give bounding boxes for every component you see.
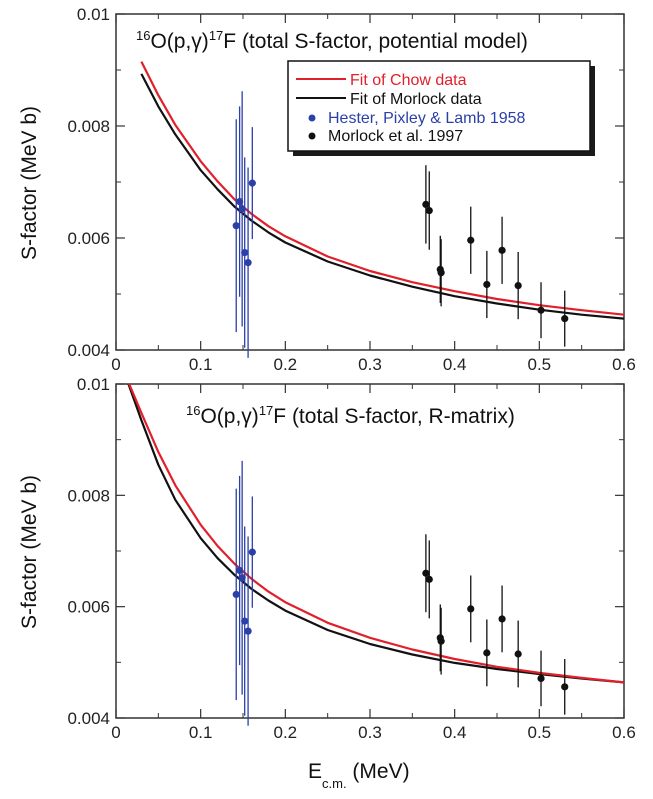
data-point-morlock-data bbox=[437, 637, 445, 645]
data-point-morlock-data bbox=[422, 569, 430, 577]
x-tick-label: 0.6 bbox=[612, 723, 636, 742]
data-point-morlock-data bbox=[537, 674, 545, 683]
data-point-hester-data bbox=[238, 205, 246, 213]
data-point-morlock-data bbox=[437, 269, 445, 277]
data-point-hester-data bbox=[244, 259, 252, 267]
series-line-chow-fit bbox=[127, 384, 624, 684]
series-line-morlock-fit bbox=[127, 384, 624, 684]
y-tick-label: 0.006 bbox=[67, 598, 110, 617]
data-point-morlock-data bbox=[498, 615, 506, 623]
x-tick-label: 0.1 bbox=[189, 355, 213, 374]
marks-bottom bbox=[127, 384, 624, 726]
data-point-morlock-data bbox=[467, 236, 475, 244]
y-axis-label-bottom: S-factor (MeV b) bbox=[18, 475, 41, 629]
y-tick-label: 0.008 bbox=[67, 486, 110, 505]
data-point-morlock-data bbox=[483, 649, 491, 657]
legend-label-morlock-fit: Fit of Morlock data bbox=[350, 91, 482, 108]
x-tick-label: 0 bbox=[111, 723, 120, 742]
data-point-hester-data bbox=[248, 548, 256, 556]
series-line-chow-fit bbox=[140, 61, 624, 316]
legend-label-morlock: Morlock et al. 1997 bbox=[328, 128, 463, 145]
x-tick-label: 0.3 bbox=[358, 723, 382, 742]
data-point-morlock-data bbox=[561, 315, 569, 323]
legend-label-chow-fit: Fit of Chow data bbox=[350, 72, 467, 89]
series-line-morlock-fit bbox=[140, 73, 624, 320]
data-point-morlock-data bbox=[514, 650, 522, 658]
legend-box bbox=[287, 60, 591, 152]
ticks-top: 0 0.1 0.2 0.3 0.4 0.5 0.6 0.004 0.006 0.008 0.01 bbox=[67, 5, 635, 374]
y-tick-label: 0.01 bbox=[77, 5, 110, 24]
ticks-bottom: 0 0.1 0.2 0.3 0.4 0.5 0.6 0.004 0.006 0.008 0.01 bbox=[67, 375, 635, 742]
data-point-hester-data bbox=[248, 179, 256, 187]
y-tick-label: 0.01 bbox=[77, 375, 110, 394]
data-point-hester-data bbox=[236, 566, 244, 575]
data-point-morlock-data bbox=[425, 206, 433, 215]
x-tick-label: 0.4 bbox=[443, 723, 467, 742]
y-tick-label: 0.004 bbox=[67, 709, 110, 728]
x-tick-label: 0.6 bbox=[612, 355, 636, 374]
data-point-hester-data bbox=[241, 248, 249, 257]
x-tick-label: 0 bbox=[111, 355, 120, 374]
y-tick-label: 0.006 bbox=[67, 229, 110, 248]
x-axis-label: Ec.m. (MeV) bbox=[308, 760, 410, 791]
plot-frame-bottom bbox=[115, 383, 625, 719]
marks-top bbox=[140, 61, 624, 358]
data-point-morlock-data bbox=[483, 280, 491, 289]
legend-marker-morlock bbox=[308, 132, 316, 140]
data-point-morlock-data bbox=[467, 605, 475, 613]
data-point-hester-data bbox=[232, 222, 240, 230]
x-tick-label: 0.5 bbox=[528, 723, 552, 742]
x-tick-label: 0.3 bbox=[358, 355, 382, 374]
data-point-hester-data bbox=[236, 198, 244, 206]
x-tick-label: 0.1 bbox=[189, 723, 213, 742]
data-point-hester-data bbox=[238, 574, 246, 582]
data-point-hester-data bbox=[241, 617, 249, 625]
data-point-morlock-data bbox=[425, 575, 433, 583]
y-tick-label: 0.008 bbox=[67, 117, 110, 136]
data-point-hester-data bbox=[232, 590, 240, 599]
legend-label-hester: Hester, Pixley & Lamb 1958 bbox=[328, 110, 526, 127]
legend: Fit of Chow data Fit of Morlock data Hes… bbox=[287, 60, 595, 156]
data-point-morlock-data bbox=[537, 306, 545, 314]
data-point-hester-data bbox=[244, 627, 252, 635]
data-point-morlock-data bbox=[514, 282, 522, 290]
data-point-morlock-data bbox=[498, 246, 506, 254]
data-point-morlock-data bbox=[561, 683, 569, 691]
panel-bottom: 16O(p,γ)17F (total S-factor, R-matrix) S… bbox=[18, 375, 636, 742]
chart-title-top: 16O(p,γ)17F (total S-factor, potential m… bbox=[136, 28, 528, 53]
panel-top: 16O(p,γ)17F (total S-factor, potential m… bbox=[18, 5, 636, 374]
y-axis-label-top: S-factor (MeV b) bbox=[18, 106, 41, 260]
chart-title-bottom: 16O(p,γ)17F (total S-factor, R-matrix) bbox=[186, 403, 515, 428]
x-tick-label: 0.2 bbox=[274, 355, 298, 374]
x-tick-label: 0.5 bbox=[528, 355, 552, 374]
data-point-morlock-data bbox=[422, 200, 430, 208]
legend-marker-hester bbox=[308, 114, 316, 122]
x-tick-label: 0.4 bbox=[443, 355, 467, 374]
x-tick-label: 0.2 bbox=[274, 723, 298, 742]
y-tick-label: 0.004 bbox=[67, 341, 110, 360]
